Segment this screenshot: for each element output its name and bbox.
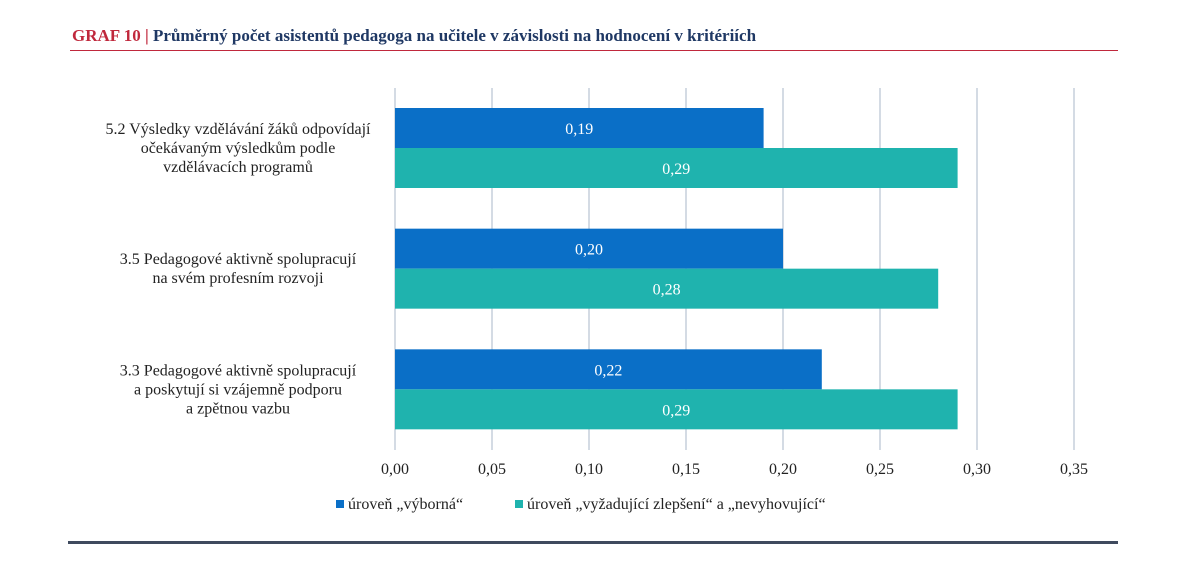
bar [395,268,939,309]
data-label: 0,22 [594,362,622,379]
x-tick-label: 0,20 [769,461,797,478]
title-separator: | [145,26,149,45]
x-tick-label: 0,30 [963,461,991,478]
legend-swatch [515,500,523,508]
legend-label: úroveň „vyžadující zlepšení“ a „nevyhovu… [527,496,826,513]
legend-label: úroveň „výborná“ [348,496,463,513]
data-label: 0,28 [653,282,681,299]
chart-label: GRAF 10 [72,26,141,45]
bar [395,108,764,148]
x-tick-label: 0,05 [478,461,506,478]
legend-swatch [336,500,344,508]
footer-rule [68,541,1118,544]
category-label: vzdělávacích programů [163,159,313,176]
x-tick-label: 0,10 [575,461,603,478]
bar [395,148,958,188]
category-label: 3.5 Pedagogové aktivně spolupracují [120,251,357,268]
bar [395,228,783,269]
chart-title-text: Průměrný počet asistentů pedagoga na uči… [153,26,757,45]
category-label: a poskytují si vzájemně podporu [134,381,342,398]
chart-title: GRAF 10 | Průměrný počet asistentů pedag… [72,26,756,46]
chart-header: GRAF 10 | Průměrný počet asistentů pedag… [70,26,1118,51]
category-label: očekávaným výsledkům podle [141,140,336,157]
bar [395,389,958,430]
bar [395,349,822,390]
data-label: 0,20 [575,242,603,259]
category-label: a zpětnou vazbu [186,400,290,417]
category-label: 5.2 Výsledky vzdělávání žáků odpovídají [106,121,372,138]
category-label: 3.3 Pedagogové aktivně spolupracují [120,362,357,379]
data-label: 0,29 [662,402,690,419]
x-tick-label: 0,25 [866,461,894,478]
x-tick-label: 0,00 [381,461,409,478]
data-label: 0,29 [662,161,690,178]
x-tick-label: 0,35 [1060,461,1088,478]
data-label: 0,19 [565,121,593,138]
x-tick-label: 0,15 [672,461,700,478]
category-label: na svém profesním rozvoji [152,270,324,287]
